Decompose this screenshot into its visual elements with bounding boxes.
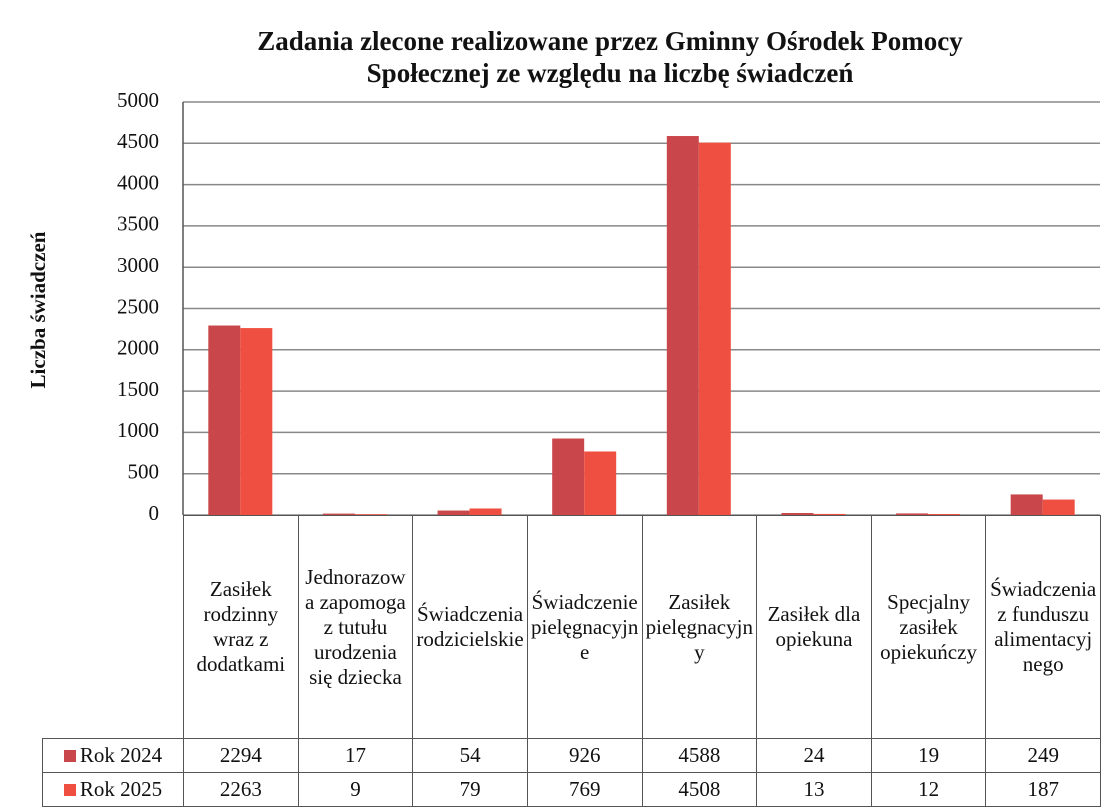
table-header-row: Zasiłek rodzinny wraz z dodatkami Jednora… (42, 515, 1101, 739)
category-label: Świadczenia rodzicielskie (412, 515, 528, 739)
category-label: Świadczenia z funduszu alimentacyjnego (985, 515, 1101, 739)
bar (437, 510, 470, 515)
bar (552, 438, 585, 515)
table-value: 12 (870, 772, 987, 807)
table-value: 249 (985, 738, 1101, 773)
chart-title: Społecznej ze względu na liczbę świadcze… (367, 58, 854, 88)
data-table: Zasiłek rodzinny wraz z dodatkami Jednora… (42, 515, 1101, 807)
bar (354, 514, 387, 515)
table-value: 54 (412, 738, 528, 773)
bar (240, 328, 273, 515)
bar (1010, 494, 1043, 515)
y-tick-label: 2500 (117, 294, 159, 318)
y-tick-label: 5000 (117, 88, 159, 112)
bar (813, 513, 846, 515)
legend-label: Rok 2024 (79, 743, 163, 767)
y-tick-label: 2000 (117, 336, 159, 360)
table-value: 17 (297, 738, 414, 773)
table-value: 4588 (641, 738, 758, 773)
bar (469, 508, 502, 515)
legend-key (63, 750, 76, 762)
bar (666, 136, 699, 516)
y-tick-label: 3000 (117, 253, 159, 277)
table-value: 769 (526, 772, 643, 807)
table-value: 187 (985, 772, 1101, 807)
y-tick-label: 1000 (117, 418, 159, 442)
legend-entry: Rok 2024 (42, 738, 184, 773)
category-label: Specjalny zasiłek opiekuńczy (870, 515, 987, 739)
table-value: 13 (756, 772, 872, 807)
category-label: Jednorazowa zapomoga z tutułu urodzenia … (297, 515, 414, 739)
category-label: Świadczenie pielęgnacyjne (526, 515, 643, 739)
y-axis-label: Liczba świadczeń (26, 231, 50, 388)
table-corner (42, 515, 184, 739)
category-label: Zasiłek dla opiekuna (756, 515, 872, 739)
table-value: 19 (870, 738, 987, 773)
bar (322, 513, 355, 515)
bar (1042, 499, 1075, 515)
chart-title: Zadania zlecone realizowane przez Gminny… (257, 26, 963, 56)
table-value: 2263 (183, 772, 299, 807)
legend-key (63, 784, 76, 796)
table-value: 24 (756, 738, 872, 773)
y-tick-label: 1500 (117, 377, 159, 401)
y-tick-label: 0 (149, 501, 160, 525)
legend-entry: Rok 2025 (42, 772, 184, 807)
bar (781, 513, 814, 515)
table-value: 79 (412, 772, 528, 807)
category-label: Zasiłek rodzinny wraz z dodatkami (183, 515, 299, 739)
table-value: 9 (297, 772, 414, 807)
legend-label: Rok 2025 (79, 777, 163, 801)
bar (698, 142, 731, 515)
table-row: Rok 2025 2263 9 79 769 4508 13 12 187 (42, 772, 1101, 807)
category-label: Zasiłek pielęgnacyjny (641, 515, 758, 739)
y-tick-label: 500 (128, 460, 160, 484)
bar (896, 513, 929, 515)
y-tick-label: 3500 (117, 212, 159, 236)
table-value: 2294 (183, 738, 299, 773)
bar (584, 451, 617, 515)
bar (928, 514, 961, 515)
table-row: Rok 2024 2294 17 54 926 4588 24 19 249 (42, 738, 1101, 773)
y-tick-label: 4000 (117, 170, 159, 194)
bar (208, 325, 241, 515)
table-value: 926 (526, 738, 643, 773)
table-value: 4508 (641, 772, 758, 807)
y-tick-label: 4500 (117, 129, 159, 153)
